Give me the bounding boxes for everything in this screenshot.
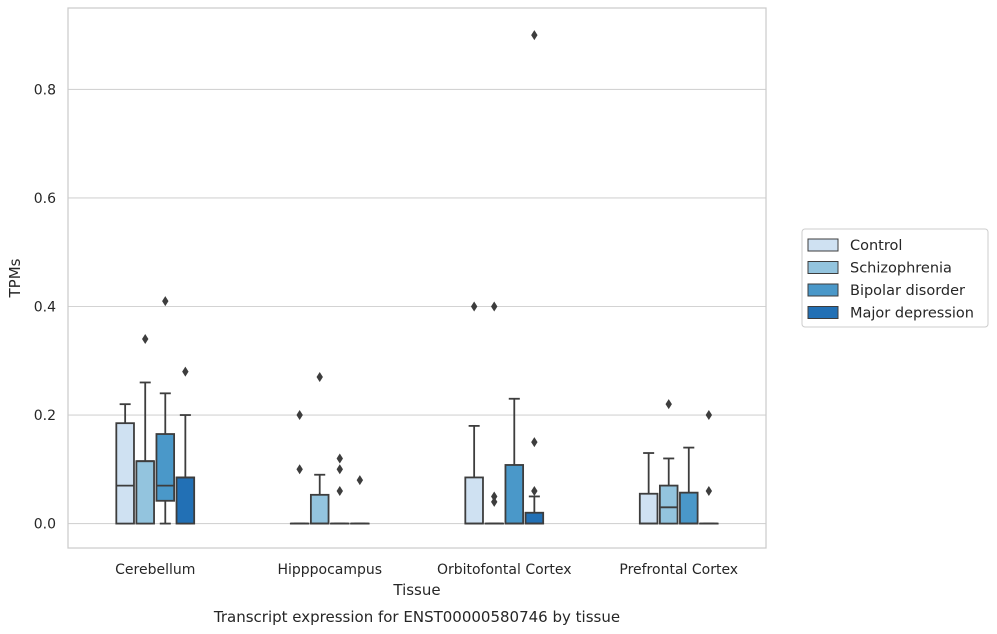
y-tick-label: 0.6 xyxy=(34,191,56,207)
box-group-hipppocampus xyxy=(289,372,370,525)
outlier-point xyxy=(491,496,498,507)
x-axis-label: Tissue xyxy=(392,581,440,599)
plot-area xyxy=(68,8,766,548)
legend-label: Control xyxy=(850,238,902,254)
x-tick-label: Cerebellum xyxy=(115,562,195,578)
outlier-point xyxy=(296,410,303,421)
outlier-point xyxy=(531,437,538,448)
box xyxy=(155,433,176,502)
y-tick-label: 0.0 xyxy=(34,517,56,533)
legend-swatch xyxy=(807,261,839,274)
outlier-point xyxy=(336,486,343,497)
x-tick-label: Hipppocampus xyxy=(277,562,382,578)
legend: Control Schizophrenia Bipolar disorder Majo… xyxy=(801,228,989,328)
box xyxy=(115,422,135,525)
outlier-point xyxy=(531,486,538,497)
outlier-point xyxy=(162,296,169,307)
x-tick-label: Orbitofontal Cortex xyxy=(437,562,572,578)
y-tick-label: 0.4 xyxy=(34,299,56,315)
outlier-point xyxy=(142,334,149,345)
outlier-point xyxy=(182,366,189,377)
outlier-point xyxy=(665,399,672,410)
outlier-point xyxy=(336,453,343,464)
outlier-point xyxy=(705,486,713,497)
outlier-point xyxy=(705,410,713,421)
outlier-point xyxy=(491,301,498,312)
y-tick-label: 0.2 xyxy=(34,408,56,424)
box xyxy=(309,493,330,525)
outlier-point xyxy=(356,475,364,486)
outlier-point xyxy=(296,464,303,475)
legend-label: Schizophrenia xyxy=(850,261,952,277)
box xyxy=(135,460,155,525)
outlier-point xyxy=(336,464,343,475)
box xyxy=(504,464,525,525)
legend-label: Major depression xyxy=(850,306,974,322)
legend-frame xyxy=(801,228,989,328)
x-tick-labels: Cerebellum Hipppocampus Orbitofontal Corte… xyxy=(115,562,738,578)
outlier-point xyxy=(491,491,498,502)
box-group-prefrontal-cortex xyxy=(638,399,719,525)
y-tick-labels: 0.0 0.2 0.4 0.6 0.8 xyxy=(34,82,56,532)
legend-swatch xyxy=(807,238,839,252)
outlier-point xyxy=(316,372,323,383)
outlier-point xyxy=(470,301,478,312)
chart-caption: Transcript expression for ENST0000058074… xyxy=(213,608,620,626)
box xyxy=(175,476,196,525)
legend-label: Bipolar disorder xyxy=(850,283,965,299)
plot-frame xyxy=(67,7,767,549)
box-group-orbitofontal-cortex xyxy=(464,30,545,525)
outlier-point xyxy=(531,30,538,41)
legend-swatch xyxy=(807,306,839,319)
y-tick-label: 0.8 xyxy=(34,82,56,98)
box xyxy=(679,491,699,525)
box xyxy=(464,476,484,525)
box-group-cerebellum xyxy=(115,296,196,525)
y-axis-label: TPMs xyxy=(6,258,24,298)
box xyxy=(658,484,679,525)
legend-swatch xyxy=(807,283,839,297)
box xyxy=(524,511,545,525)
x-tick-label: Prefrontal Cortex xyxy=(619,562,738,578)
box xyxy=(638,492,659,525)
box-groups xyxy=(115,30,719,525)
